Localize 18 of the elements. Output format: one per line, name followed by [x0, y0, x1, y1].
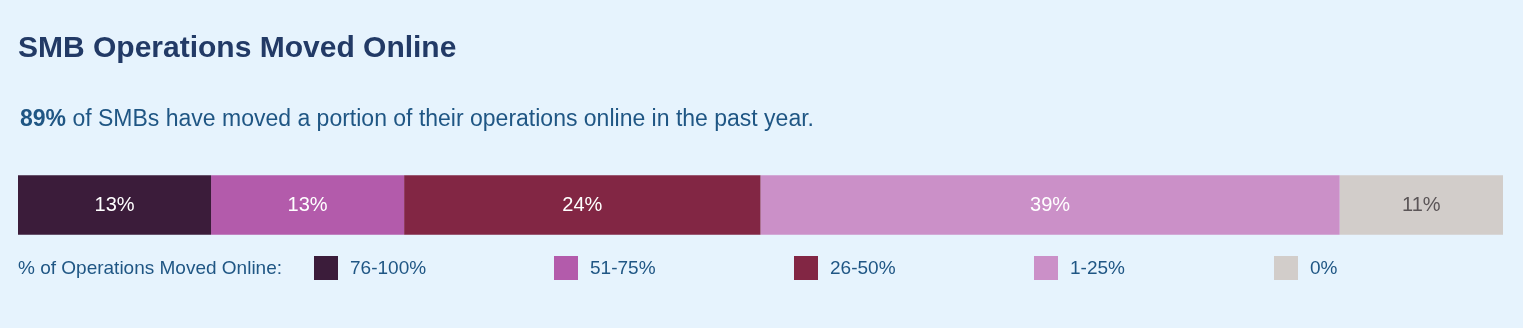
data-label: 24%: [562, 192, 603, 215]
bar: [18, 175, 212, 235]
legend-label: 51-75%: [590, 257, 656, 279]
data-label: 13%: [94, 192, 135, 215]
legend-label: 1-25%: [1070, 257, 1125, 279]
legend-label: 0%: [1310, 257, 1338, 279]
bar: [211, 175, 405, 235]
data-label: 11%: [1402, 192, 1441, 215]
data-label: 39%: [1030, 192, 1071, 215]
legend-label: 76-100%: [350, 257, 427, 279]
data-label: 13%: [287, 192, 328, 215]
bar: [1339, 175, 1503, 235]
legend-label: 26-50%: [830, 257, 896, 279]
chart-title: SMB Operations Moved Online: [18, 30, 457, 64]
chart-subtitle: 89% of SMBs have moved a portion of their operations online in the past year.: [20, 105, 814, 132]
bar: [404, 175, 761, 235]
legend-title: % of Operations Moved Online:: [18, 257, 283, 279]
bar: [760, 175, 1340, 235]
